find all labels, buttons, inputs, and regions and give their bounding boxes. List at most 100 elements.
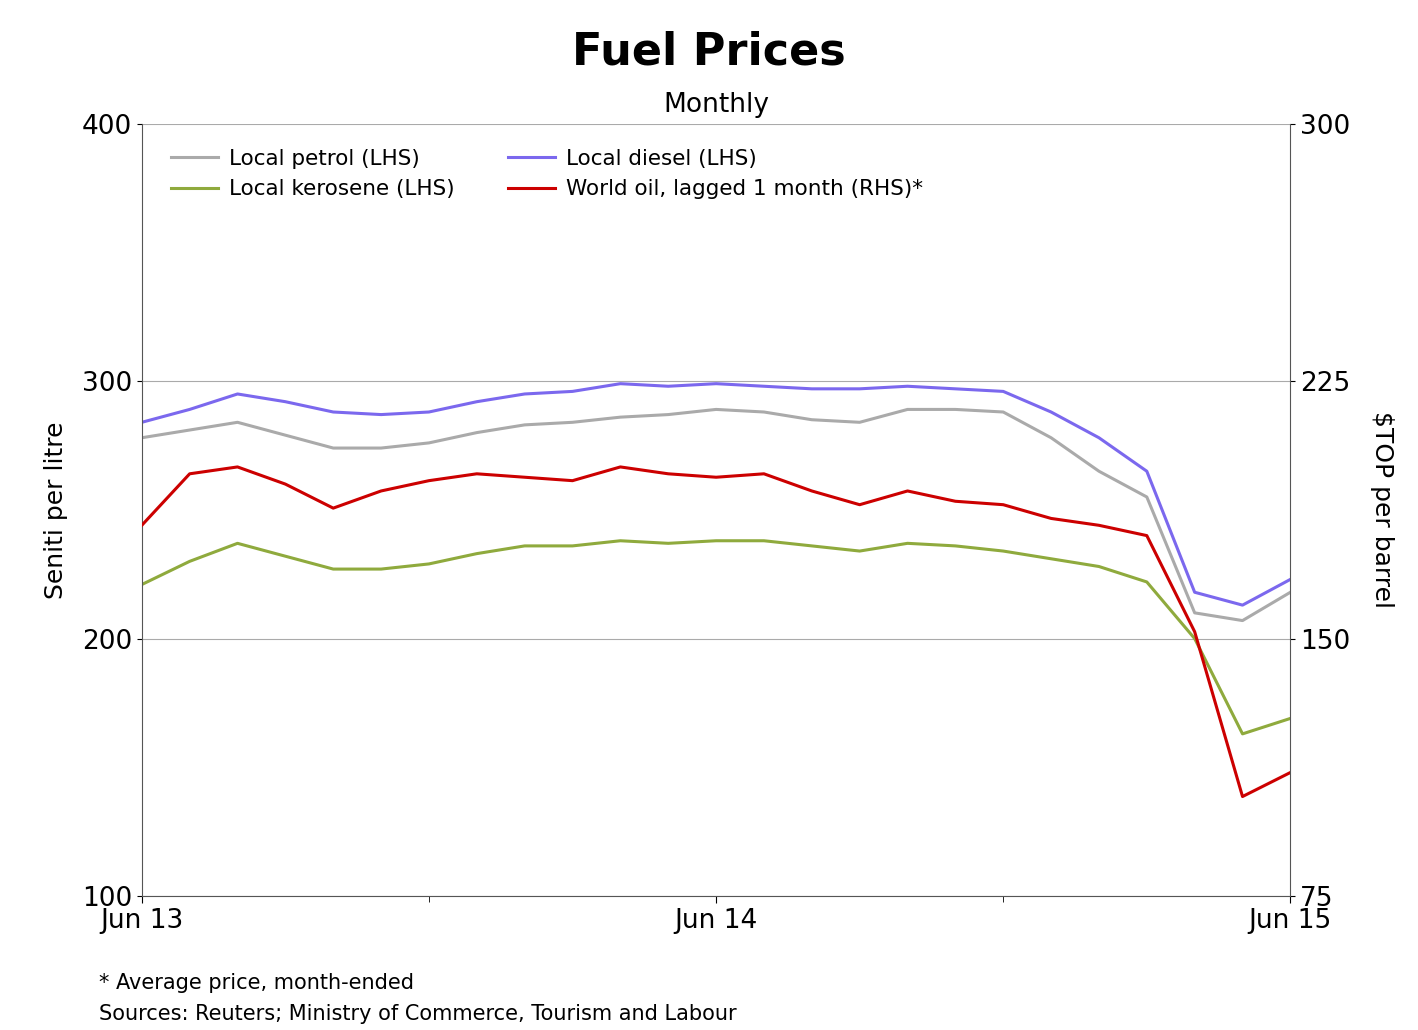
Local diesel (LHS) — [756, 380, 773, 392]
World oil, lagged 1 month (RHS)* — [851, 499, 868, 511]
Local diesel (LHS) — [803, 382, 820, 394]
World oil, lagged 1 month (RHS)* — [564, 475, 581, 487]
Local kerosene (LHS) — [1042, 552, 1059, 564]
Local petrol (LHS) — [516, 418, 533, 431]
World oil, lagged 1 month (RHS)* — [325, 502, 342, 514]
Local petrol (LHS) — [1185, 607, 1202, 619]
Local kerosene (LHS) — [1185, 632, 1202, 645]
Local kerosene (LHS) — [325, 562, 342, 575]
Local petrol (LHS) — [373, 442, 390, 454]
World oil, lagged 1 month (RHS)* — [708, 471, 725, 483]
Local kerosene (LHS) — [613, 535, 630, 547]
Legend: Local petrol (LHS), Local kerosene (LHS), Local diesel (LHS), World oil, lagged : Local petrol (LHS), Local kerosene (LHS)… — [164, 142, 930, 206]
Local diesel (LHS) — [420, 406, 437, 418]
Local petrol (LHS) — [803, 414, 820, 426]
World oil, lagged 1 month (RHS)* — [1090, 519, 1107, 531]
World oil, lagged 1 month (RHS)* — [133, 519, 150, 531]
World oil, lagged 1 month (RHS)* — [373, 485, 390, 497]
Local diesel (LHS) — [325, 406, 342, 418]
World oil, lagged 1 month (RHS)* — [756, 468, 773, 480]
World oil, lagged 1 month (RHS)* — [468, 468, 485, 480]
Local diesel (LHS) — [995, 385, 1012, 398]
Local kerosene (LHS) — [851, 545, 868, 557]
Local petrol (LHS) — [133, 432, 150, 444]
Text: * Average price, month-ended: * Average price, month-ended — [99, 973, 414, 993]
Title: Monthly: Monthly — [664, 93, 769, 118]
Local petrol (LHS) — [659, 408, 676, 420]
World oil, lagged 1 month (RHS)* — [1139, 529, 1156, 542]
Local diesel (LHS) — [1185, 586, 1202, 598]
Local diesel (LHS) — [1234, 599, 1251, 612]
Local kerosene (LHS) — [1139, 576, 1156, 588]
Local diesel (LHS) — [1090, 432, 1107, 444]
Local kerosene (LHS) — [899, 538, 916, 550]
Local petrol (LHS) — [182, 424, 199, 437]
World oil, lagged 1 month (RHS)* — [182, 468, 199, 480]
Local diesel (LHS) — [564, 385, 581, 398]
World oil, lagged 1 month (RHS)* — [659, 468, 676, 480]
Local petrol (LHS) — [468, 426, 485, 439]
Local petrol (LHS) — [420, 437, 437, 449]
Local kerosene (LHS) — [564, 540, 581, 552]
Y-axis label: $TOP per barrel: $TOP per barrel — [1370, 411, 1394, 609]
Local kerosene (LHS) — [1282, 713, 1299, 725]
Local kerosene (LHS) — [947, 540, 964, 552]
Local petrol (LHS) — [899, 403, 916, 415]
Local kerosene (LHS) — [756, 535, 773, 547]
Local kerosene (LHS) — [708, 535, 725, 547]
Line: Local petrol (LHS): Local petrol (LHS) — [142, 409, 1290, 620]
Local diesel (LHS) — [182, 403, 199, 415]
Local kerosene (LHS) — [133, 579, 150, 591]
Local diesel (LHS) — [1139, 466, 1156, 478]
Line: World oil, lagged 1 month (RHS)*: World oil, lagged 1 month (RHS)* — [142, 467, 1290, 796]
Local kerosene (LHS) — [373, 562, 390, 575]
Local kerosene (LHS) — [1090, 560, 1107, 573]
Local kerosene (LHS) — [420, 558, 437, 571]
Local petrol (LHS) — [325, 442, 342, 454]
Local petrol (LHS) — [277, 428, 294, 441]
Local kerosene (LHS) — [803, 540, 820, 552]
Local diesel (LHS) — [1042, 406, 1059, 418]
World oil, lagged 1 month (RHS)* — [899, 485, 916, 497]
Local petrol (LHS) — [1139, 491, 1156, 504]
Local diesel (LHS) — [708, 377, 725, 389]
Text: Sources: Reuters; Ministry of Commerce, Tourism and Labour: Sources: Reuters; Ministry of Commerce, … — [99, 1004, 737, 1024]
Line: Local diesel (LHS): Local diesel (LHS) — [142, 383, 1290, 606]
Local diesel (LHS) — [277, 396, 294, 408]
Local petrol (LHS) — [613, 411, 630, 423]
Local diesel (LHS) — [947, 382, 964, 394]
Local petrol (LHS) — [564, 416, 581, 428]
Local petrol (LHS) — [1234, 614, 1251, 626]
World oil, lagged 1 month (RHS)* — [516, 471, 533, 483]
Local petrol (LHS) — [1282, 586, 1299, 598]
Local kerosene (LHS) — [230, 538, 247, 550]
Local kerosene (LHS) — [659, 538, 676, 550]
Local petrol (LHS) — [947, 403, 964, 415]
World oil, lagged 1 month (RHS)* — [1185, 625, 1202, 638]
Local diesel (LHS) — [516, 388, 533, 401]
World oil, lagged 1 month (RHS)* — [995, 499, 1012, 511]
Text: Fuel Prices: Fuel Prices — [571, 31, 847, 74]
Local kerosene (LHS) — [277, 550, 294, 562]
Local kerosene (LHS) — [1234, 727, 1251, 740]
Local diesel (LHS) — [659, 380, 676, 392]
World oil, lagged 1 month (RHS)* — [277, 478, 294, 490]
Line: Local kerosene (LHS): Local kerosene (LHS) — [142, 541, 1290, 733]
Local diesel (LHS) — [851, 382, 868, 394]
Local diesel (LHS) — [373, 408, 390, 420]
World oil, lagged 1 month (RHS)* — [1042, 512, 1059, 524]
Local diesel (LHS) — [1282, 573, 1299, 585]
Local diesel (LHS) — [468, 396, 485, 408]
Local diesel (LHS) — [133, 416, 150, 428]
Local kerosene (LHS) — [468, 548, 485, 560]
Local petrol (LHS) — [1042, 432, 1059, 444]
World oil, lagged 1 month (RHS)* — [613, 460, 630, 473]
Local diesel (LHS) — [230, 388, 247, 401]
World oil, lagged 1 month (RHS)* — [420, 475, 437, 487]
Local kerosene (LHS) — [995, 545, 1012, 557]
Local petrol (LHS) — [995, 406, 1012, 418]
Local petrol (LHS) — [756, 406, 773, 418]
Local kerosene (LHS) — [516, 540, 533, 552]
World oil, lagged 1 month (RHS)* — [947, 495, 964, 508]
Local kerosene (LHS) — [182, 555, 199, 568]
